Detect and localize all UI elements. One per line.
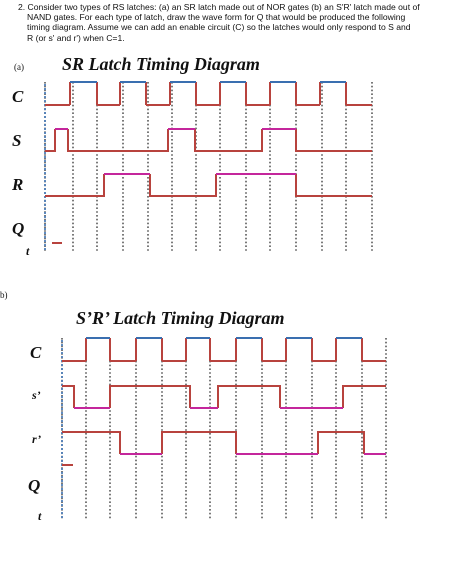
part-a-label-q: Q: [12, 219, 25, 238]
part-b-label-r: r’: [32, 432, 42, 446]
part-a-label-t: t: [26, 244, 30, 258]
c-edges: [85, 338, 363, 361]
part-b-c-waveform: [62, 337, 386, 362]
question-line-1: 2. Consider two types of RS latches: (a)…: [18, 2, 420, 12]
part-b-guides: [61, 338, 387, 520]
part-a-guides: [44, 82, 373, 252]
part-a-c-waveform: [45, 81, 372, 106]
question-line-3: timing diagram. Assume we can add an ena…: [27, 22, 411, 33]
part-b-label-c: C: [30, 343, 42, 362]
part-b-label: b): [0, 290, 8, 300]
part-b-label-t: t: [38, 509, 42, 523]
r-trace: [45, 174, 372, 197]
s-trace: [62, 385, 386, 408]
part-b-r-waveform: [62, 431, 386, 455]
part-a-r-waveform: [45, 173, 372, 197]
part-a-title: SR Latch Timing Diagram: [62, 54, 260, 74]
question-text: 2. Consider two types of RS latches: (a)…: [18, 2, 468, 43]
part-b-label-s: s’: [32, 388, 41, 402]
part-a-label-s: S: [12, 131, 22, 150]
part-b-label-q: Q: [28, 476, 41, 495]
s-trace: [45, 129, 372, 152]
part-a-label: (a): [14, 62, 24, 72]
part-a-label-r: R: [12, 175, 24, 194]
r-trace: [62, 431, 365, 454]
part-a-label-c: C: [12, 87, 24, 106]
part-b-s-waveform: [62, 385, 386, 409]
c-edges: [69, 82, 347, 105]
part-b-title: S’R’ Latch Timing Diagram: [76, 308, 285, 328]
part-a-s-waveform: [45, 128, 372, 152]
question-line-4: R (or s' and r') when C=1.: [27, 32, 125, 43]
question-line-2: NAND gates. For each type of latch, draw…: [27, 12, 406, 23]
